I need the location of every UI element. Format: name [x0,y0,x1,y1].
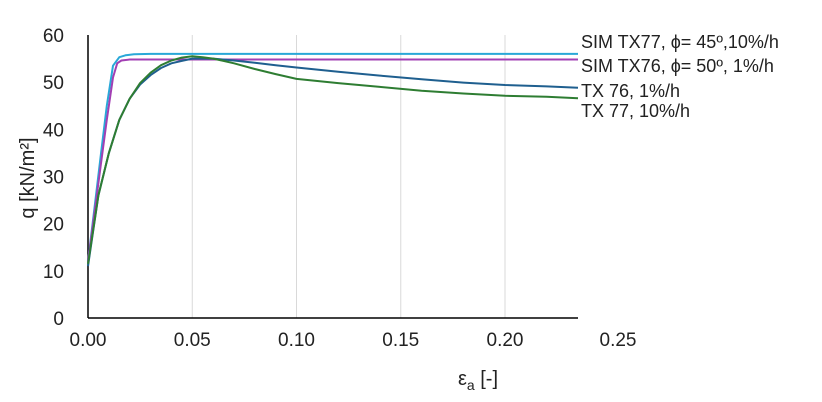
y-tick-label: 10 [43,262,64,283]
series-line-1 [87,52,578,262]
x-tick-label: 0.10 [278,330,315,351]
series-layer [87,52,579,267]
series-line-4 [87,55,579,264]
x-axis-title: εa [-] [458,368,498,393]
x-tick-label: 0.25 [600,330,637,351]
x-tick-label: 0.05 [174,330,211,351]
x-tick-label: 0.15 [382,330,419,351]
y-tick-label: 50 [43,73,64,94]
y-axis-title: q [kN/m²] [17,137,39,218]
y-tick-label: 30 [43,168,64,189]
grid-layer [191,35,506,318]
series-label-4: TX 77, 10%/h [581,101,690,121]
series-line-2 [87,58,578,262]
y-tick-label: 60 [43,26,64,47]
x-tick-label: 0.20 [487,330,524,351]
x-tick-label: 0.00 [70,330,107,351]
series-label-3: TX 76, 1%/h [581,81,680,101]
y-tick-label: 0 [53,309,64,330]
series-line-3 [87,57,579,267]
series-label-2: SIM TX76, ϕ= 50º, 1%/h [581,56,774,76]
tick-labels: 0 10 20 30 40 50 60 0.00 0.05 0.10 0.15 0.20 0.25 [43,26,637,351]
series-label-1: SIM TX77, ϕ= 45º,10%/h [581,32,779,52]
axis-layer [87,35,578,319]
y-tick-label: 20 [43,215,64,236]
y-tick-label: 40 [43,120,64,141]
series-labels: SIM TX77, ϕ= 45º,10%/h SIM TX76, ϕ= 50º, … [581,32,779,121]
